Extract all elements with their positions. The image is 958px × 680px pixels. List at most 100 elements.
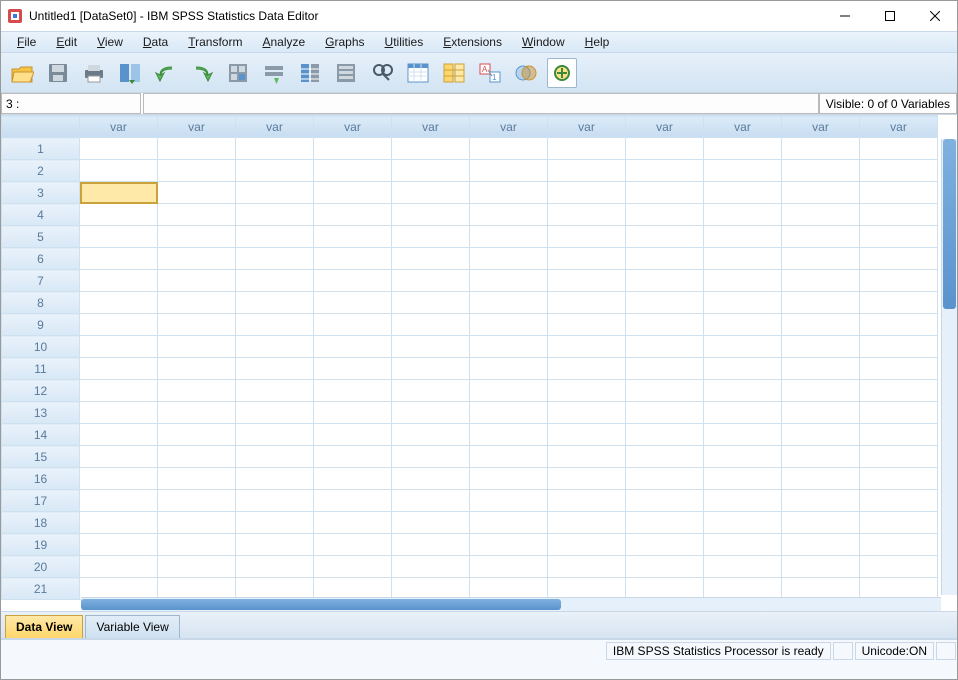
data-cell[interactable] [470, 468, 548, 490]
data-cell[interactable] [392, 358, 470, 380]
data-cell[interactable] [782, 270, 860, 292]
data-cell[interactable] [158, 534, 236, 556]
data-cell[interactable] [782, 534, 860, 556]
data-cell[interactable] [236, 292, 314, 314]
data-cell[interactable] [782, 160, 860, 182]
row-header[interactable]: 13 [2, 402, 80, 424]
data-cell[interactable] [470, 314, 548, 336]
data-cell[interactable] [236, 336, 314, 358]
undo-button[interactable] [151, 58, 181, 88]
variables-button[interactable] [295, 58, 325, 88]
data-cell[interactable] [860, 358, 938, 380]
data-cell[interactable] [548, 556, 626, 578]
data-cell[interactable] [314, 314, 392, 336]
data-cell[interactable] [860, 402, 938, 424]
maximize-button[interactable] [867, 1, 912, 31]
data-cell[interactable] [470, 292, 548, 314]
data-cell[interactable] [392, 556, 470, 578]
menu-extensions[interactable]: Extensions [433, 33, 512, 51]
data-cell[interactable] [80, 490, 158, 512]
data-cell[interactable] [626, 424, 704, 446]
menu-view[interactable]: View [87, 33, 133, 51]
show-all-button[interactable] [547, 58, 577, 88]
menu-edit[interactable]: Edit [46, 33, 87, 51]
data-cell[interactable] [860, 424, 938, 446]
data-cell[interactable] [392, 490, 470, 512]
data-cell[interactable] [80, 556, 158, 578]
data-cell[interactable] [860, 490, 938, 512]
data-cell[interactable] [548, 270, 626, 292]
data-cell[interactable] [236, 358, 314, 380]
data-cell[interactable] [158, 446, 236, 468]
data-cell[interactable] [236, 512, 314, 534]
menu-data[interactable]: Data [133, 33, 178, 51]
data-cell[interactable] [782, 380, 860, 402]
cell-value-input[interactable] [143, 93, 819, 114]
data-cell[interactable] [626, 226, 704, 248]
data-cell[interactable] [548, 534, 626, 556]
data-cell[interactable] [314, 138, 392, 160]
data-cell[interactable] [158, 336, 236, 358]
data-cell[interactable] [626, 468, 704, 490]
data-cell[interactable] [704, 380, 782, 402]
data-cell[interactable] [392, 402, 470, 424]
data-cell[interactable] [158, 556, 236, 578]
tab-data-view[interactable]: Data View [5, 615, 83, 638]
data-cell[interactable] [626, 380, 704, 402]
data-cell[interactable] [860, 204, 938, 226]
data-cell[interactable] [860, 446, 938, 468]
data-cell[interactable] [80, 358, 158, 380]
column-header[interactable]: var [392, 116, 470, 138]
row-header[interactable]: 20 [2, 556, 80, 578]
data-cell[interactable] [548, 512, 626, 534]
data-cell[interactable] [314, 248, 392, 270]
row-header[interactable]: 17 [2, 490, 80, 512]
data-cell[interactable] [704, 160, 782, 182]
data-cell[interactable] [548, 446, 626, 468]
row-header[interactable]: 3 [2, 182, 80, 204]
data-cell[interactable] [626, 248, 704, 270]
data-cell[interactable] [158, 424, 236, 446]
row-header[interactable]: 1 [2, 138, 80, 160]
data-cell[interactable] [626, 512, 704, 534]
data-cell[interactable] [158, 512, 236, 534]
data-cell[interactable] [236, 424, 314, 446]
data-cell[interactable] [626, 270, 704, 292]
data-cell[interactable] [392, 314, 470, 336]
data-cell[interactable] [860, 292, 938, 314]
data-cell[interactable] [314, 182, 392, 204]
data-cell[interactable] [158, 292, 236, 314]
data-cell[interactable] [470, 248, 548, 270]
data-cell[interactable] [158, 380, 236, 402]
data-cell[interactable] [80, 292, 158, 314]
row-header[interactable]: 9 [2, 314, 80, 336]
data-cell[interactable] [80, 336, 158, 358]
data-cell[interactable] [470, 226, 548, 248]
data-cell[interactable] [782, 204, 860, 226]
row-header[interactable]: 10 [2, 336, 80, 358]
row-header[interactable]: 21 [2, 578, 80, 600]
data-cell[interactable] [392, 226, 470, 248]
data-cell[interactable] [626, 556, 704, 578]
data-cell[interactable] [80, 402, 158, 424]
data-cell[interactable] [158, 402, 236, 424]
data-cell[interactable] [470, 336, 548, 358]
data-cell[interactable] [548, 248, 626, 270]
run-button[interactable] [331, 58, 361, 88]
data-cell[interactable] [626, 138, 704, 160]
column-header[interactable]: var [626, 116, 704, 138]
data-cell[interactable] [314, 358, 392, 380]
data-cell[interactable] [626, 160, 704, 182]
data-cell[interactable] [548, 138, 626, 160]
menu-graphs[interactable]: Graphs [315, 33, 374, 51]
data-cell[interactable] [704, 424, 782, 446]
data-cell[interactable] [392, 292, 470, 314]
data-cell[interactable] [470, 446, 548, 468]
data-cell[interactable] [314, 292, 392, 314]
data-cell[interactable] [158, 204, 236, 226]
row-header[interactable]: 5 [2, 226, 80, 248]
data-cell[interactable] [782, 490, 860, 512]
row-header[interactable]: 18 [2, 512, 80, 534]
data-cell[interactable] [704, 270, 782, 292]
data-cell[interactable] [80, 380, 158, 402]
